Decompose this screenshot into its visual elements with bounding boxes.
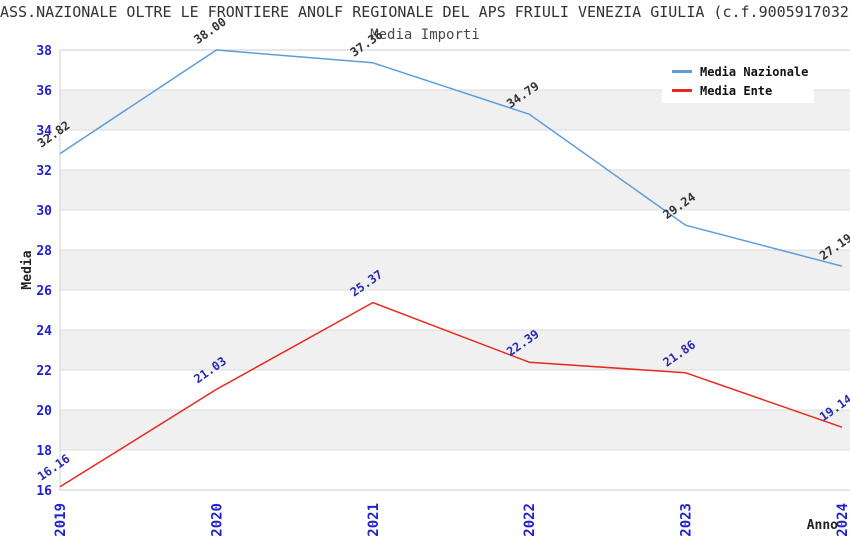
y-axis-title: Media [20,250,35,289]
plot-band [60,210,850,250]
legend-label-media-ente: Media Ente [700,83,773,98]
plot-band [60,130,850,170]
data-label: 38.00 [191,15,229,47]
y-tick-label: 20 [36,404,52,419]
plot-band [60,330,850,370]
y-tick-label: 28 [36,244,52,259]
y-tick-label: 32 [36,164,52,179]
x-axis-title: Anno [807,518,838,533]
x-tick-label: 2024 [835,503,850,537]
y-tick-label: 34 [36,124,52,139]
plot-band [60,370,850,410]
y-tick-label: 38 [36,44,52,59]
plot-band [60,410,850,450]
legend-label-media-nazionale: Media Nazionale [700,64,809,79]
plot-band [60,450,850,490]
plot-band [60,250,850,290]
y-tick-label: 24 [36,324,52,339]
x-tick-label: 2019 [53,503,69,537]
chart-title: ASS.NAZIONALE OLTRE LE FRONTIERE ANOLF R… [0,3,850,21]
y-tick-label: 26 [36,284,52,299]
x-tick-label: 2022 [522,503,538,537]
legend-swatch-media-nazionale [672,70,692,73]
x-tick-label: 2023 [679,503,695,537]
x-tick-label: 2021 [366,503,382,537]
y-tick-label: 18 [36,444,52,459]
y-tick-label: 16 [36,484,52,499]
legend: Media Nazionale Media Ente [662,57,814,103]
y-tick-label: 30 [36,204,52,219]
x-tick-label: 2020 [209,503,225,537]
series-line-media-nazionale [59,49,843,267]
chart-subtitle: Media Importi [370,27,480,43]
y-tick-label: 36 [36,84,52,99]
legend-item-media-nazionale: Media Nazionale [672,62,814,81]
series-line-media-ente [59,301,843,488]
legend-swatch-media-ente [672,89,692,92]
plot-band [60,170,850,210]
plot-frame [59,49,850,491]
legend-item-media-ente: Media Ente [672,81,814,100]
y-tick-label: 22 [36,364,52,379]
plot-band [60,290,850,330]
